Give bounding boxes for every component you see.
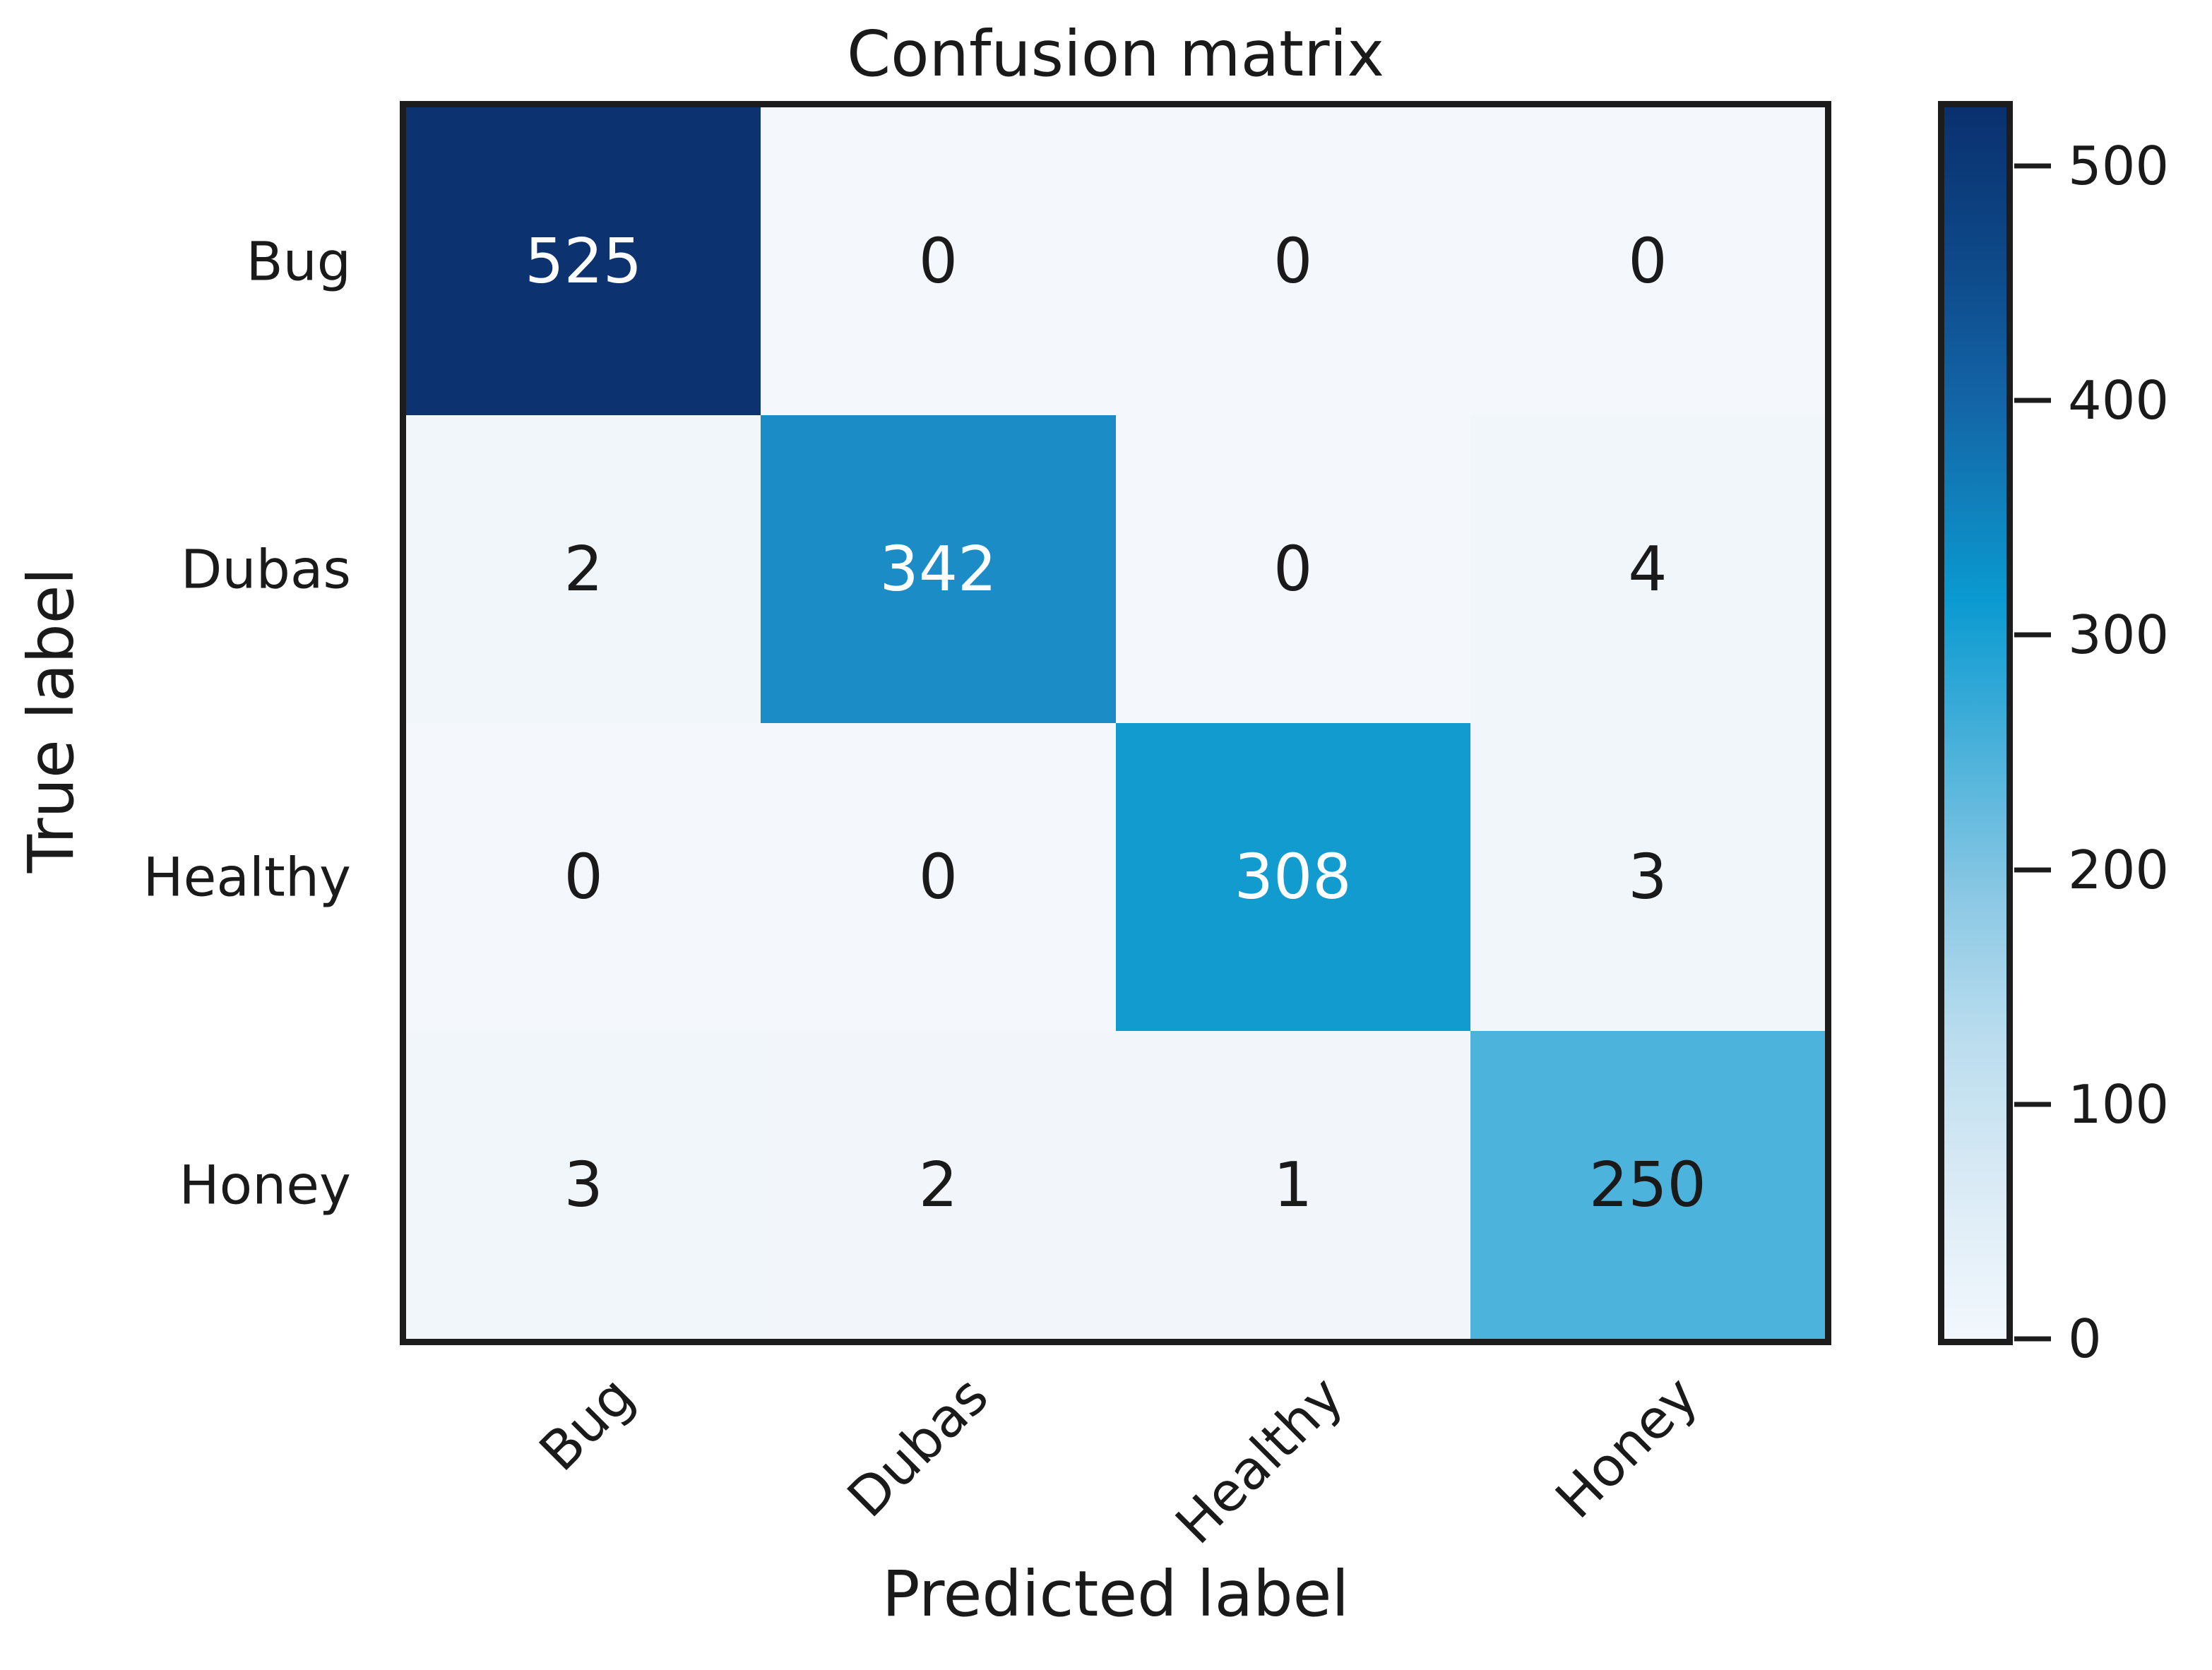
matrix-cell-r1c0: 2 xyxy=(406,415,761,723)
matrix-cell-r1c3: 4 xyxy=(1470,415,1825,723)
colorbar-tick-label-300: 300 xyxy=(2068,604,2170,667)
matrix-cell-r2c0: 0 xyxy=(406,723,761,1031)
y-tick-label-bug: Bug xyxy=(246,229,351,293)
matrix-cell-r0c0: 525 xyxy=(406,107,761,415)
matrix-cell-r0c1: 0 xyxy=(761,107,1116,415)
chart-title: Confusion matrix xyxy=(846,17,1385,90)
matrix-cell-r3c0: 3 xyxy=(406,1031,761,1339)
colorbar-tick-mark-400 xyxy=(2014,398,2051,403)
colorbar-gradient xyxy=(1944,107,2006,1339)
matrix-cell-r0c2: 0 xyxy=(1115,107,1470,415)
colorbar-tick-label-200: 200 xyxy=(2068,838,2170,901)
matrix-cell-r2c2: 308 xyxy=(1115,723,1470,1031)
y-tick-label-healthy: Healthy xyxy=(143,845,351,909)
x-tick-label-dubas: Dubas xyxy=(835,1364,1001,1529)
colorbar-tick-mark-200 xyxy=(2014,867,2051,873)
matrix-cell-r1c2: 0 xyxy=(1115,415,1470,723)
x-tick-label-healthy: Healthy xyxy=(1163,1364,1355,1556)
colorbar-tick-label-400: 400 xyxy=(2068,369,2170,432)
y-tick-label-honey: Honey xyxy=(179,1153,351,1217)
matrix-cell-r3c2: 1 xyxy=(1115,1031,1470,1339)
colorbar-tick-label-500: 500 xyxy=(2068,135,2170,198)
matrix-cell-r1c1: 342 xyxy=(761,415,1116,723)
x-tick-label-bug: Bug xyxy=(527,1364,646,1483)
colorbar-tick-mark-500 xyxy=(2014,163,2051,169)
colorbar-tick-mark-100 xyxy=(2014,1102,2051,1107)
colorbar-tick-label-0: 0 xyxy=(2068,1308,2102,1370)
matrix-cell-r2c3: 3 xyxy=(1470,723,1825,1031)
matrix-cell-r3c1: 2 xyxy=(761,1031,1116,1339)
matrix-cell-r3c3: 250 xyxy=(1470,1031,1825,1339)
matrix-cell-r2c1: 0 xyxy=(761,723,1116,1031)
colorbar-tick-mark-0 xyxy=(2014,1336,2051,1342)
colorbar-tick-label-100: 100 xyxy=(2068,1073,2170,1135)
heatmap-grid: 525 0 0 0 2 342 0 4 0 0 308 3 3 2 1 250 xyxy=(400,101,1831,1345)
y-axis-label: True label xyxy=(14,567,88,873)
x-axis-label: Predicted label xyxy=(881,1557,1350,1630)
colorbar xyxy=(1938,101,2013,1345)
matrix-cell-r0c3: 0 xyxy=(1470,107,1825,415)
x-tick-label-honey: Honey xyxy=(1543,1364,1710,1531)
y-tick-label-dubas: Dubas xyxy=(180,537,351,601)
colorbar-tick-mark-300 xyxy=(2014,632,2051,638)
